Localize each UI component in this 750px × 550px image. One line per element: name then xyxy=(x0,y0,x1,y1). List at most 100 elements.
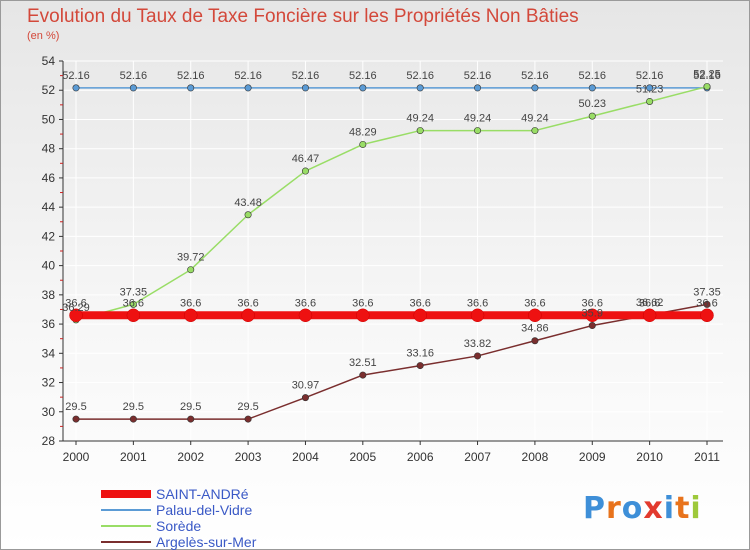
data-label-argeles-sur-mer: 29.5 xyxy=(65,401,86,413)
series-line-sorede xyxy=(75,85,708,321)
data-label-argeles-sur-mer: 33.82 xyxy=(464,338,492,350)
data-label-sorede: 50.23 xyxy=(579,98,607,110)
logo-letter: i xyxy=(690,491,702,526)
x-tick-label: 2003 xyxy=(235,450,262,464)
chart-subtitle: (en %) xyxy=(27,30,60,42)
data-point-saint-andre xyxy=(700,308,714,323)
data-label-saint-andre: 36.6 xyxy=(180,297,201,309)
x-tick-label: 2002 xyxy=(177,450,204,464)
data-label-argeles-sur-mer: 33.16 xyxy=(406,348,434,360)
data-point-argeles-sur-mer xyxy=(588,322,596,330)
x-tick-label: 2007 xyxy=(464,450,491,464)
y-tick-label: 48 xyxy=(42,142,56,156)
data-point-saint-andre xyxy=(356,308,370,323)
logo-letter: P xyxy=(583,491,606,526)
x-tick-label: 2011 xyxy=(694,450,720,464)
x-tick-label: 2005 xyxy=(349,450,376,464)
data-label-argeles-sur-mer: 29.5 xyxy=(237,401,258,413)
data-label-saint-andre: 36.6 xyxy=(467,297,488,309)
data-label-sorede: 49.24 xyxy=(406,113,434,125)
y-tick-label: 54 xyxy=(42,54,56,68)
data-label-palau-del-vidre: 52.16 xyxy=(120,70,148,82)
data-label-argeles-sur-mer: 29.5 xyxy=(123,401,144,413)
data-point-saint-andre xyxy=(642,308,657,323)
data-label-saint-andre: 36.6 xyxy=(582,297,603,309)
data-label-saint-andre: 36.6 xyxy=(524,297,545,309)
x-tick-label: 2010 xyxy=(636,450,663,464)
data-label-palau-del-vidre: 52.16 xyxy=(464,70,492,82)
logo-letter: r xyxy=(606,491,622,526)
data-label-palau-del-vidre: 52.16 xyxy=(636,70,664,82)
x-tick-label: 2001 xyxy=(120,450,147,464)
legend-swatch-argeles-sur-mer xyxy=(101,541,151,543)
data-label-palau-del-vidre: 52.16 xyxy=(349,70,377,82)
data-point-argeles-sur-mer xyxy=(301,394,309,402)
logo-letter: x xyxy=(643,491,664,526)
data-point-palau-del-vidre xyxy=(129,84,137,92)
data-point-sorede xyxy=(703,83,711,91)
data-point-palau-del-vidre xyxy=(72,84,80,92)
legend-label-saint-andre: SAINT-ANDRé xyxy=(156,486,249,502)
data-label-palau-del-vidre: 52.16 xyxy=(62,70,90,82)
data-label-argeles-sur-mer: 35.9 xyxy=(582,308,603,320)
data-point-argeles-sur-mer xyxy=(531,337,539,345)
data-label-saint-andre: 36.6 xyxy=(409,297,430,309)
data-label-argeles-sur-mer: 29.5 xyxy=(180,401,201,413)
legend-label-argeles-sur-mer: Argelès-sur-Mer xyxy=(156,534,257,550)
data-label-sorede: 46.47 xyxy=(292,153,320,165)
data-label-sorede: 39.72 xyxy=(177,252,205,264)
data-point-palau-del-vidre xyxy=(187,84,195,92)
y-tick-label: 46 xyxy=(42,171,56,185)
data-point-sorede xyxy=(531,127,539,135)
y-tick-label: 32 xyxy=(42,376,56,390)
data-label-sorede: 51.23 xyxy=(636,83,664,95)
y-tick-label: 38 xyxy=(42,288,56,302)
data-label-sorede: 36.29 xyxy=(62,302,90,314)
data-label-palau-del-vidre: 52.16 xyxy=(177,70,205,82)
data-label-sorede: 49.24 xyxy=(521,113,549,125)
legend-swatch-saint-andre xyxy=(101,490,151,498)
data-point-saint-andre xyxy=(298,308,313,323)
y-tick-label: 50 xyxy=(42,112,56,126)
data-point-saint-andre xyxy=(126,308,141,323)
chart-title: Evolution du Taux de Taxe Foncière sur l… xyxy=(27,6,579,27)
data-label-sorede: 52.25 xyxy=(693,69,721,81)
y-tick-label: 28 xyxy=(42,434,56,448)
data-point-palau-del-vidre xyxy=(359,84,367,92)
data-point-argeles-sur-mer xyxy=(359,371,367,379)
data-label-argeles-sur-mer: 37.35 xyxy=(693,286,721,298)
data-label-palau-del-vidre: 52.16 xyxy=(579,70,607,82)
data-label-palau-del-vidre: 52.16 xyxy=(406,70,434,82)
data-label-palau-del-vidre: 52.16 xyxy=(693,70,721,82)
x-tick-label: 2004 xyxy=(292,450,319,464)
data-point-argeles-sur-mer xyxy=(416,362,424,370)
data-label-palau-del-vidre: 52.16 xyxy=(292,70,320,82)
legend-label-palau-del-vidre: Palau-del-Vidre xyxy=(156,502,253,518)
data-label-argeles-sur-mer: 36.62 xyxy=(636,297,664,309)
data-point-palau-del-vidre xyxy=(301,84,309,92)
proxiti-logo: Proxiti xyxy=(583,491,702,526)
y-tick-label: 40 xyxy=(42,259,56,273)
x-tick-label: 2000 xyxy=(63,450,90,464)
data-point-palau-del-vidre xyxy=(646,84,654,92)
data-point-saint-andre xyxy=(528,308,542,323)
logo-letter: i xyxy=(663,491,676,526)
y-tick-label: 42 xyxy=(42,229,56,243)
data-point-argeles-sur-mer xyxy=(474,352,482,360)
data-point-palau-del-vidre xyxy=(416,84,424,92)
data-point-palau-del-vidre xyxy=(531,84,539,92)
legend-swatch-palau-del-vidre xyxy=(101,509,151,511)
data-point-argeles-sur-mer xyxy=(129,415,137,423)
data-label-saint-andre: 36.6 xyxy=(65,297,86,309)
data-point-argeles-sur-mer xyxy=(244,415,252,423)
data-point-sorede xyxy=(646,97,654,105)
data-point-sorede xyxy=(301,167,309,175)
data-point-saint-andre xyxy=(585,308,600,323)
data-label-sorede: 43.48 xyxy=(234,197,262,209)
data-label-saint-andre: 36.6 xyxy=(237,297,258,309)
data-point-palau-del-vidre xyxy=(244,84,252,92)
data-point-argeles-sur-mer xyxy=(187,415,195,423)
data-label-palau-del-vidre: 52.16 xyxy=(521,70,549,82)
series-line-argeles-sur-mer xyxy=(76,303,708,420)
data-label-argeles-sur-mer: 34.86 xyxy=(521,323,549,335)
